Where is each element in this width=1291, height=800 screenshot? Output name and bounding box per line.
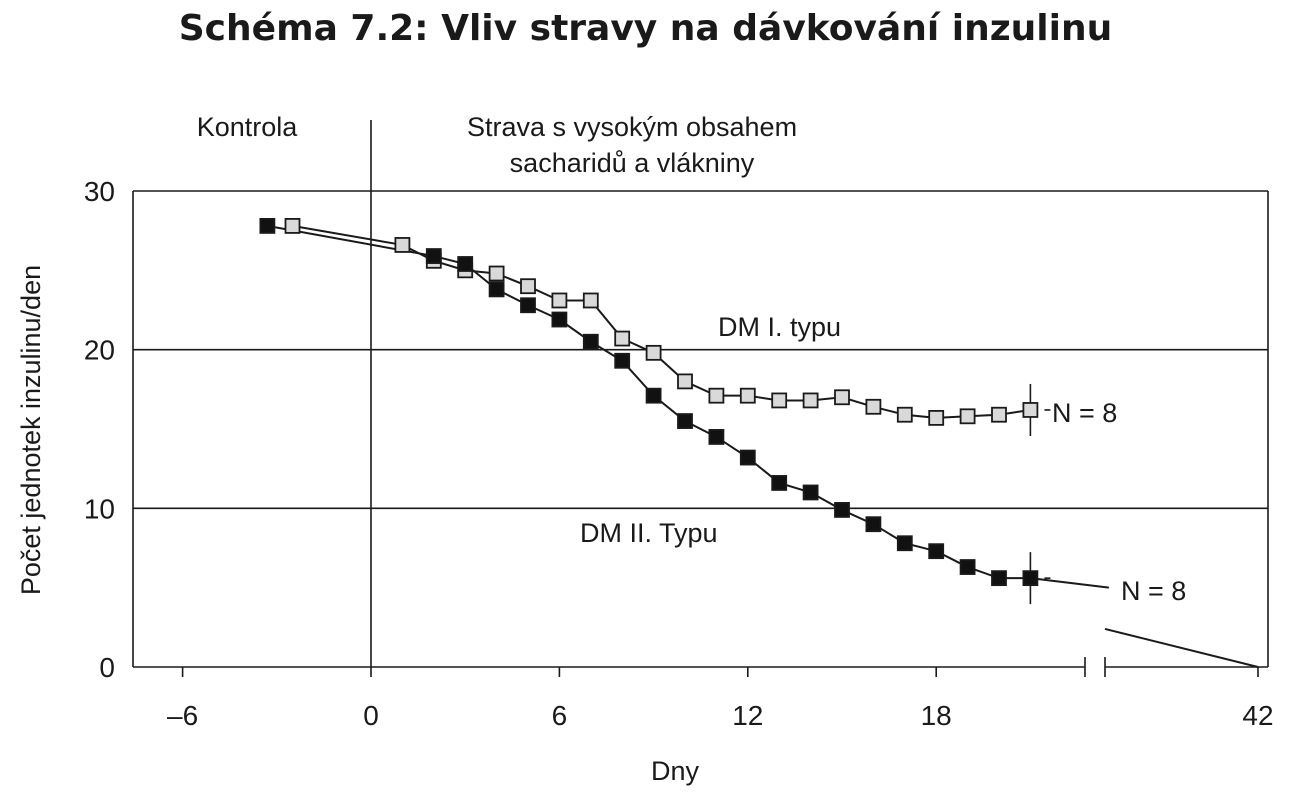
x-tick-label: 12: [732, 700, 763, 731]
y-tick-label: 30: [84, 176, 115, 207]
x-tick-label: 6: [552, 700, 568, 731]
data-point: [551, 292, 568, 309]
phase-label-diet-line: sacharidů a vlákniny: [510, 148, 755, 178]
data-point: [425, 248, 442, 264]
data-point: [520, 297, 536, 314]
data-point: [394, 237, 411, 253]
data-point: [677, 413, 693, 429]
n-label-type1: N = 8: [1052, 398, 1117, 428]
y-tick-label: 20: [84, 335, 115, 366]
data-point: [614, 330, 631, 347]
series-lines: [267, 224, 1259, 668]
data-point: [771, 392, 788, 409]
data-point: [802, 392, 819, 409]
data-point: [771, 475, 788, 491]
data-point: [865, 516, 882, 533]
x-tick-label: 0: [363, 700, 379, 731]
data-point: [865, 398, 882, 415]
y-axis-label: Počet jednotek inzulinu/den: [16, 265, 46, 595]
phase-label-diet-line: Strava s vysokým obsahem: [467, 112, 797, 142]
data-point: [259, 218, 276, 234]
y-axis-ticks: 0 10 20 30: [84, 176, 115, 683]
data-point: [582, 333, 599, 350]
phase-label-control: Kontrola: [197, 112, 299, 142]
extrapolation-line: [1030, 577, 1110, 589]
data-point: [834, 502, 850, 518]
data-point: [551, 311, 568, 328]
grid-lines: [133, 348, 1268, 510]
y-tick-label: 0: [99, 652, 115, 683]
series-markers: [259, 218, 1039, 587]
n-label-type2: N = 8: [1121, 576, 1186, 606]
data-point: [959, 408, 976, 425]
data-point: [928, 543, 945, 560]
data-point: [645, 387, 662, 404]
data-point: [1022, 570, 1039, 587]
data-point: [802, 484, 819, 501]
data-point: [959, 559, 976, 575]
phase-label-diet: Strava s vysokým obsahem sacharidů a vlák…: [467, 112, 797, 178]
x-tick-label: 18: [921, 700, 952, 731]
x-axis-ticks: –6 0 6 12 18 42: [167, 667, 1274, 731]
x-axis-label: Dny: [651, 756, 700, 786]
data-point: [488, 281, 505, 298]
y-tick-label: 10: [84, 493, 115, 524]
series-label-type2: DM II. Typu: [580, 518, 718, 548]
data-point: [739, 449, 756, 466]
data-point: [614, 352, 631, 369]
series-label-type1: DM I. typu: [718, 312, 841, 342]
data-point: [645, 344, 662, 361]
data-point: [991, 570, 1007, 587]
data-point: [896, 535, 913, 552]
x-tick-label: –6: [167, 700, 198, 731]
data-point: [1022, 402, 1039, 418]
data-point: [928, 409, 945, 426]
annotations: Kontrola Strava s vysokým obsahem sachari…: [16, 112, 1186, 786]
data-point: [457, 256, 474, 272]
chart-title: Schéma 7.2: Vliv stravy na dávkování inz…: [178, 8, 1113, 49]
data-point: [991, 406, 1007, 423]
data-point: [284, 218, 301, 234]
extrapolation-line: [1104, 627, 1259, 668]
data-point: [708, 387, 725, 404]
data-point: [834, 389, 850, 406]
data-point: [488, 265, 505, 282]
series-line-1: [292, 224, 1031, 419]
data-point: [739, 387, 756, 404]
data-point: [520, 278, 536, 295]
data-point: [582, 292, 599, 309]
x-tick-label: 42: [1242, 700, 1273, 731]
data-point: [708, 429, 725, 445]
plot-frame: [132, 120, 1269, 677]
data-point: [677, 373, 693, 390]
data-point: [896, 406, 913, 423]
